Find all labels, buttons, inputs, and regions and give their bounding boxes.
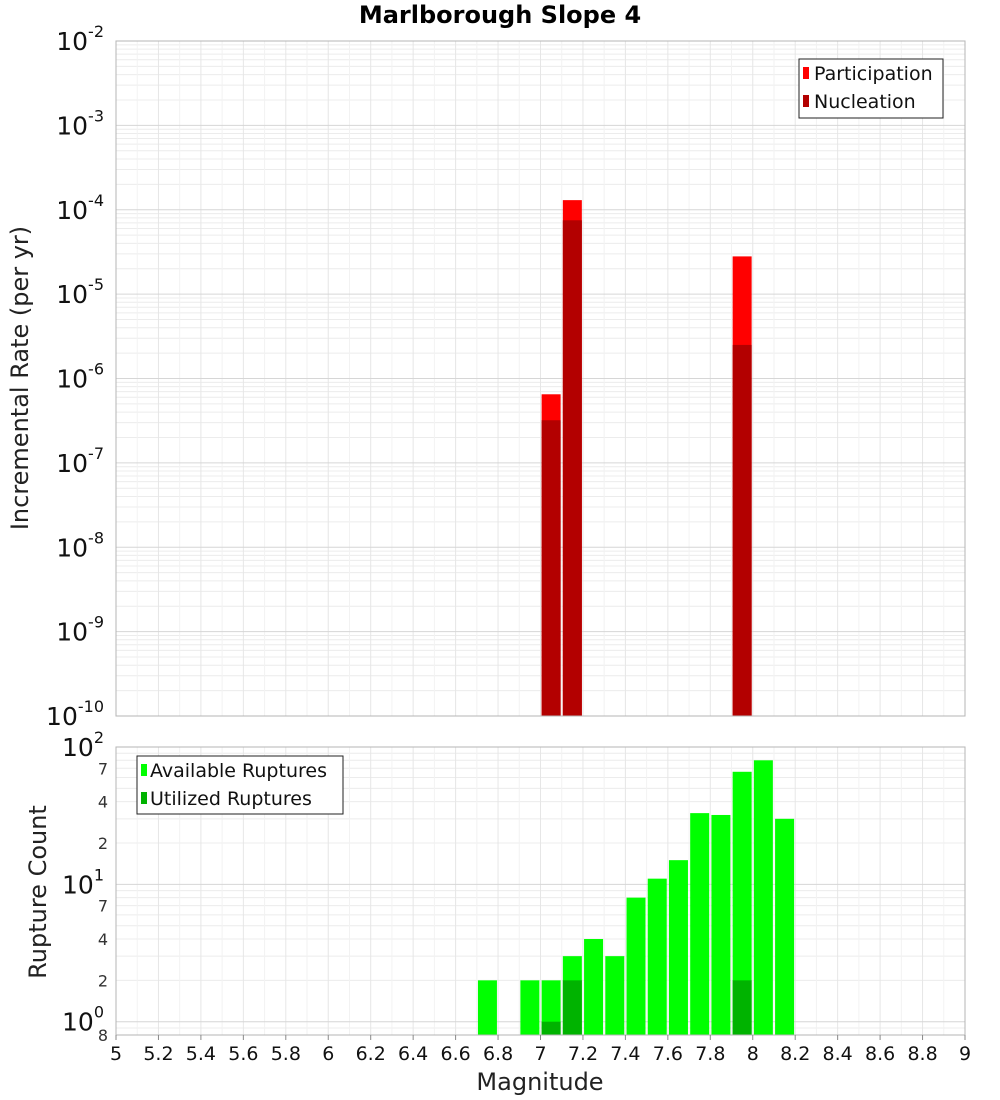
y-minor-tick-label: 4 bbox=[98, 793, 108, 812]
y-minor-tick-label: 7 bbox=[98, 759, 108, 778]
y-tick-label: 10-10 bbox=[46, 697, 104, 731]
y-minor-tick-label: 4 bbox=[98, 930, 108, 949]
legend: Available Ruptures Utilized Ruptures bbox=[136, 755, 344, 815]
legend-box bbox=[798, 58, 944, 119]
x-tick-label: 6 bbox=[322, 1043, 334, 1065]
y-tick-label: 10-5 bbox=[56, 275, 104, 309]
bar-available-ruptures bbox=[711, 814, 731, 1035]
legend-swatch bbox=[141, 764, 147, 776]
bar-available-ruptures bbox=[690, 813, 710, 1035]
y-tick-label: 102 bbox=[62, 728, 104, 762]
y-tick-label: 10-4 bbox=[56, 191, 104, 225]
legend-swatch bbox=[141, 792, 147, 804]
x-tick-label: 7.4 bbox=[610, 1043, 640, 1065]
y-minor-tick-label: 8 bbox=[98, 1026, 108, 1045]
x-tick-label: 5.4 bbox=[186, 1043, 216, 1065]
bar-available-ruptures bbox=[541, 980, 561, 1035]
y-tick-label: 10-6 bbox=[56, 360, 104, 394]
y-tick-label: 10-7 bbox=[56, 444, 104, 478]
y-minor-tick-label: 2 bbox=[98, 971, 108, 990]
chart-title: Marlborough Slope 4 bbox=[359, 1, 641, 29]
x-tick-label: 5.8 bbox=[271, 1043, 301, 1065]
x-tick-label: 8 bbox=[747, 1043, 759, 1065]
y-tick-label: 10-8 bbox=[56, 528, 104, 562]
bar-available-ruptures bbox=[775, 818, 795, 1035]
x-tick-label: 8.2 bbox=[780, 1043, 810, 1065]
legend-swatch bbox=[803, 67, 809, 79]
bottom-y-axis-label: Rupture Count bbox=[24, 805, 52, 979]
y-tick-label: 10-2 bbox=[56, 22, 104, 56]
bar-available-ruptures bbox=[668, 860, 688, 1035]
x-tick-label: 7.6 bbox=[653, 1043, 683, 1065]
y-minor-tick-label: 7 bbox=[98, 897, 108, 916]
bar-available-ruptures bbox=[605, 956, 625, 1035]
x-tick-label: 8.8 bbox=[907, 1043, 937, 1065]
bar-utilized-ruptures bbox=[562, 980, 582, 1035]
bar-available-ruptures bbox=[520, 980, 540, 1035]
bar-available-ruptures bbox=[753, 760, 773, 1035]
x-tick-label: 8.6 bbox=[865, 1043, 895, 1065]
x-tick-label: 6.2 bbox=[356, 1043, 386, 1065]
bar-available-ruptures bbox=[584, 939, 604, 1035]
x-tick-label: 7.2 bbox=[568, 1043, 598, 1065]
bar-utilized-ruptures bbox=[732, 980, 752, 1035]
count-panel: 100 101 102 2 4 7 2 4 7 8 Available Ruptures Utiliz… bbox=[62, 728, 971, 1065]
x-tick-label: 6.4 bbox=[398, 1043, 428, 1065]
x-tick-label: 6.8 bbox=[483, 1043, 513, 1065]
y-tick-label: 100 bbox=[62, 1003, 104, 1037]
bar-nucleation bbox=[541, 420, 561, 716]
y-tick-label: 10-9 bbox=[56, 613, 104, 647]
legend-label: Participation bbox=[814, 63, 933, 85]
bar-available-ruptures bbox=[647, 878, 667, 1035]
legend-label: Nucleation bbox=[814, 91, 916, 113]
legend-swatch bbox=[803, 95, 809, 107]
legend-label: Available Ruptures bbox=[150, 760, 327, 782]
y-tick-label: 101 bbox=[62, 865, 104, 899]
bar-available-ruptures bbox=[732, 771, 752, 1035]
y-tick-label: 10-3 bbox=[56, 106, 104, 140]
plot-border bbox=[115, 40, 966, 717]
rate-panel: 10-10 10-9 10-8 10-7 10-6 10-5 10-4 10-3 10-2 Par… bbox=[46, 22, 966, 731]
x-tick-label: 6.6 bbox=[440, 1043, 470, 1065]
bar-nucleation bbox=[562, 220, 582, 717]
x-tick-label: 7.8 bbox=[695, 1043, 725, 1065]
y-minor-tick-label: 2 bbox=[98, 834, 108, 853]
legend: Participation Nucleation bbox=[798, 58, 944, 119]
legend-box bbox=[136, 755, 344, 815]
x-tick-label: 5.6 bbox=[228, 1043, 258, 1065]
x-tick-label: 8.4 bbox=[823, 1043, 853, 1065]
top-y-axis-label: Incremental Rate (per yr) bbox=[6, 226, 34, 530]
bar-available-ruptures bbox=[626, 897, 646, 1035]
bar-available-ruptures bbox=[477, 980, 497, 1035]
x-tick-label: 5 bbox=[110, 1043, 122, 1065]
x-tick-label: 5.2 bbox=[143, 1043, 173, 1065]
x-axis-label: Magnitude bbox=[476, 1068, 603, 1096]
bar-utilized-ruptures bbox=[541, 1021, 561, 1035]
x-tick-label: 9 bbox=[959, 1043, 971, 1065]
x-tick-label: 7 bbox=[534, 1043, 546, 1065]
legend-label: Utilized Ruptures bbox=[150, 788, 312, 810]
bar-nucleation bbox=[732, 344, 752, 716]
